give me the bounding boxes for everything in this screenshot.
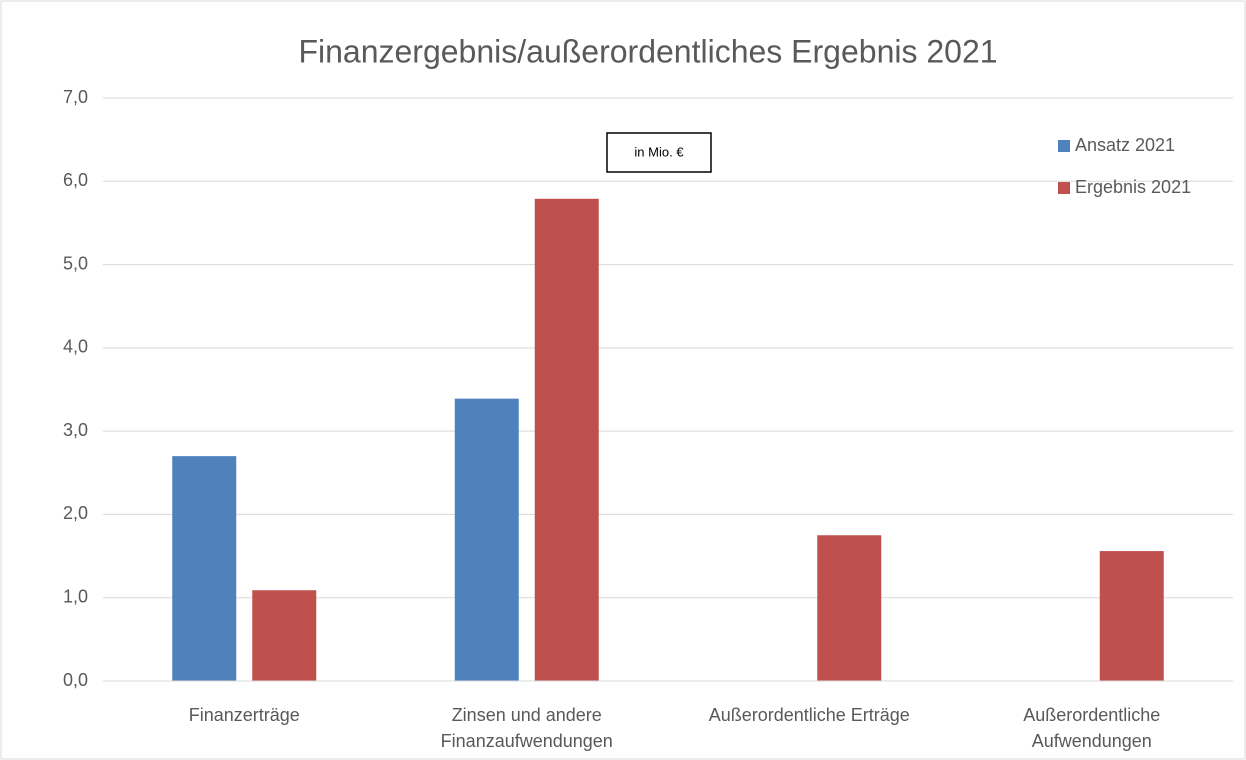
bar <box>454 398 519 681</box>
x-tick-label: Außerordentliche Erträge <box>708 705 910 725</box>
legend-swatch <box>1058 140 1070 152</box>
y-tick-label: 1,0 <box>63 586 88 606</box>
bar <box>817 535 882 681</box>
y-tick-label: 3,0 <box>63 420 88 440</box>
bar <box>252 590 317 681</box>
y-tick-label: 4,0 <box>63 337 88 357</box>
x-tick-label: Außerordentliche Aufwendungen <box>1023 705 1161 751</box>
annotation: in Mio. € <box>634 144 684 159</box>
legend-label: Ansatz 2021 <box>1075 135 1175 155</box>
y-tick-label: 2,0 <box>63 503 88 523</box>
bar <box>534 198 599 682</box>
bar <box>1099 551 1164 681</box>
legend-swatch <box>1058 182 1070 194</box>
x-tick-label: Zinsen und andere Finanzaufwendungen <box>440 705 613 751</box>
chart-title: Finanzergebnis/außerordentliches Ergebni… <box>298 33 997 69</box>
y-tick-label: 0,0 <box>63 670 88 690</box>
y-tick-label: 7,0 <box>63 87 88 107</box>
y-tick-label: 6,0 <box>63 170 88 190</box>
legend-label: Ergebnis 2021 <box>1075 177 1191 197</box>
x-tick-label: Finanzerträge <box>188 705 300 725</box>
bar <box>172 456 237 681</box>
y-tick-label: 5,0 <box>63 253 88 273</box>
annotation-box <box>606 132 712 173</box>
